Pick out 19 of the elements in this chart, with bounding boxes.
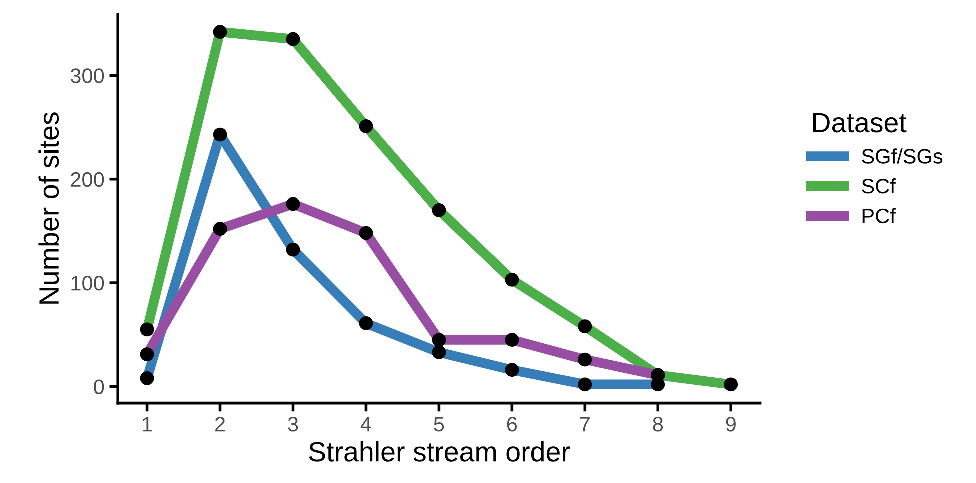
x-tick-label: 2 (216, 417, 226, 432)
legend-label: SGf/SGs (862, 148, 943, 164)
x-tick-label: 9 (726, 417, 736, 432)
y-tick-label: 100 (72, 276, 104, 291)
x-tick-label: 6 (507, 417, 518, 432)
x-tick-label: 8 (653, 417, 664, 432)
y-tick-label: 200 (71, 172, 104, 188)
y-axis-title: Number of sites (38, 112, 60, 304)
x-tick-label: 5 (434, 417, 444, 432)
x-tick-label: 7 (580, 417, 590, 432)
x-tick-label: 4 (360, 417, 372, 432)
y-tick-label: 300 (70, 68, 104, 84)
x-axis-title: Strahler stream order (309, 441, 570, 462)
x-tick-label: 3 (288, 417, 298, 432)
x-tick-label: 1 (143, 417, 152, 432)
legend-label: PCf (862, 208, 896, 224)
legend-title: Dataset (813, 113, 907, 133)
y-tick-label: 0 (94, 380, 104, 394)
legend-label: SCf (862, 178, 896, 194)
